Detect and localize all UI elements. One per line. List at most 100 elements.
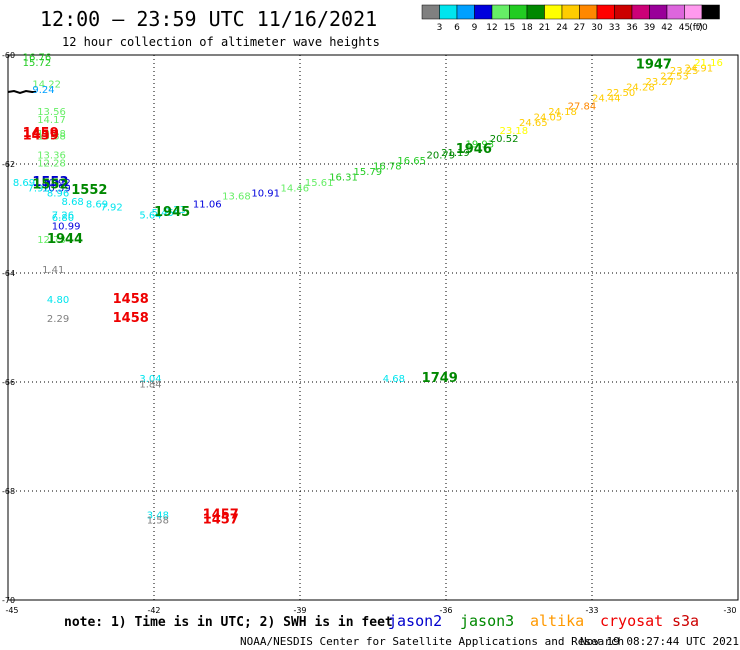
swh-value-label: 13.36 xyxy=(37,151,66,162)
swh-value-label: 19.93 xyxy=(465,140,494,151)
swh-value-label: 2.29 xyxy=(47,314,69,325)
swh-value-label: 10.99 xyxy=(52,221,81,232)
colorbar-swatch xyxy=(474,4,493,20)
swh-value-label: 6.80 xyxy=(52,213,74,224)
time-label: 1552 xyxy=(71,183,107,198)
footer-credit: NOAA/NESDIS Center for Satellite Applica… xyxy=(240,635,624,648)
x-tick-label: -42 xyxy=(147,606,160,615)
x-tick-label: -30 xyxy=(723,606,736,615)
satellite-legend: jason2 jason3 altika cryosat s3a xyxy=(388,612,699,630)
time-label: 1945 xyxy=(154,205,190,220)
colorbar-label: 21 xyxy=(539,23,550,33)
colorbar-label: 33 xyxy=(609,23,620,33)
y-tick-label: -62 xyxy=(2,160,15,169)
swh-value-label: 8.96 xyxy=(47,189,69,200)
colorbar-label: 27 xyxy=(574,23,585,33)
time-label: 1552 xyxy=(32,178,68,193)
y-tick-label: -60 xyxy=(2,51,15,60)
colorbar-swatch xyxy=(544,4,563,20)
colorbar-swatch xyxy=(649,4,668,20)
colorbar-swatch xyxy=(579,4,598,20)
swh-value-label: 1.58 xyxy=(147,516,169,527)
colorbar-swatch xyxy=(561,4,580,20)
time-label: 1457 xyxy=(203,513,239,528)
colorbar-label: 39 xyxy=(644,23,656,33)
time-label: 1459 xyxy=(23,128,59,143)
swh-value-label: 24.05 xyxy=(534,112,563,123)
swh-value-label: 7.92 xyxy=(100,202,122,213)
swh-value-label: 24.18 xyxy=(548,107,577,118)
gridlines xyxy=(8,55,738,600)
swh-value-label: 12.73 xyxy=(37,235,66,246)
swh-value-label: 24.28 xyxy=(626,82,655,93)
swh-value-label: 16.78 xyxy=(373,161,402,172)
colorbar-label: (ft) xyxy=(689,23,703,33)
satellite-legend-s3a: s3a xyxy=(672,612,699,630)
footer-note: note: 1) Time is in UTC; 2) SWH is in fe… xyxy=(64,615,393,630)
swh-value-label: 14.46 xyxy=(281,183,310,194)
swh-value-label: 13.88 xyxy=(37,131,66,142)
swh-value-label: 8.68 xyxy=(62,197,84,208)
colorbar-swatch xyxy=(421,4,440,20)
colorbar-label: 30 xyxy=(591,23,603,33)
colorbar-label: 42 xyxy=(661,23,672,33)
colorbar-swatch xyxy=(701,4,720,20)
footer: note: 1) Time is in UTC; 2) SWH is in fe… xyxy=(64,612,739,648)
swh-value-label: 7.92 xyxy=(27,183,49,194)
swh-value-label: 22.53 xyxy=(660,72,689,83)
swh-value-label: 15.79 xyxy=(354,167,383,178)
swh-value-label: 24.91 xyxy=(684,63,713,74)
swh-value-label: 21.19 xyxy=(441,148,470,159)
colorbar: 3 6 9 12 15 18 21 24 27 30 33 36 39 42 45 70(ft) xyxy=(421,4,720,33)
swh-value-label: 15.72 xyxy=(23,58,52,69)
plot-frame xyxy=(7,54,739,601)
swh-value-label: 10.91 xyxy=(251,189,280,200)
satellite-legend-cryosat: cryosat xyxy=(600,612,663,630)
time-label: 1458 xyxy=(113,311,149,326)
header: 12:00 – 23:59 UTC 11/16/2021 12 hour col… xyxy=(40,7,380,49)
swh-value-label: 13.56 xyxy=(37,107,66,118)
colorbar-swatch xyxy=(614,4,633,20)
swh-points: 16.7615.7214.229.2413.5614.1713.4813.881… xyxy=(13,52,723,527)
swh-value-label: 24.44 xyxy=(592,93,621,104)
swh-value-label: 16.76 xyxy=(23,52,52,63)
swh-value-label: 20.79 xyxy=(427,151,456,162)
colorbar-swatch xyxy=(491,4,510,20)
swh-value-label: 23.27 xyxy=(646,77,675,88)
swh-value-label: 4.80 xyxy=(47,295,69,306)
colorbar-swatch xyxy=(526,4,545,20)
swh-value-label: 12.28 xyxy=(37,159,66,170)
satellite-legend-jason2: jason2 xyxy=(388,612,442,630)
colorbar-label: 18 xyxy=(521,23,533,33)
chart-subtitle: 12 hour collection of altimeter wave hei… xyxy=(62,35,380,49)
plot-area: -60 -62 -64 -66 -68 -70 -45 -42 -39 -36 -33 -30 16… xyxy=(2,51,739,615)
swh-value-label: 13.68 xyxy=(222,191,251,202)
swh-value-label: 13.48 xyxy=(37,129,66,140)
swh-value-label: 6.23 xyxy=(164,205,186,216)
swh-value-label: 10.59 xyxy=(42,183,71,194)
swh-value-label: 15.61 xyxy=(305,178,334,189)
x-tick-labels: -45 -42 -39 -36 -33 -30 xyxy=(5,606,736,615)
swh-value-label: 5.45 xyxy=(152,208,174,219)
swh-value-label: 7.26 xyxy=(52,211,74,222)
y-tick-label: -70 xyxy=(2,596,15,605)
colorbar-swatch xyxy=(509,4,528,20)
colorbar-label: 70 xyxy=(696,23,708,33)
x-tick-label: -39 xyxy=(293,606,306,615)
swh-value-label: 11.06 xyxy=(193,200,222,211)
colorbar-label: 9 xyxy=(472,23,478,33)
colorbar-swatch xyxy=(439,4,458,20)
time-label: 1947 xyxy=(636,58,672,73)
swh-value-label: 23.25 xyxy=(670,66,699,77)
swh-value-label: 14.17 xyxy=(37,115,66,126)
y-tick-label: -66 xyxy=(2,378,15,387)
swh-value-label: 5.64 xyxy=(139,211,161,222)
swh-value-label: 22.50 xyxy=(607,88,636,99)
y-tick-label: -64 xyxy=(2,269,15,278)
swh-value-label: 3.04 xyxy=(139,374,161,385)
chart-title: 12:00 – 23:59 UTC 11/16/2021 xyxy=(40,7,377,31)
swh-value-label: 1.41 xyxy=(42,265,64,276)
time-label: 1946 xyxy=(456,142,492,157)
time-label: 1459 xyxy=(23,126,59,141)
